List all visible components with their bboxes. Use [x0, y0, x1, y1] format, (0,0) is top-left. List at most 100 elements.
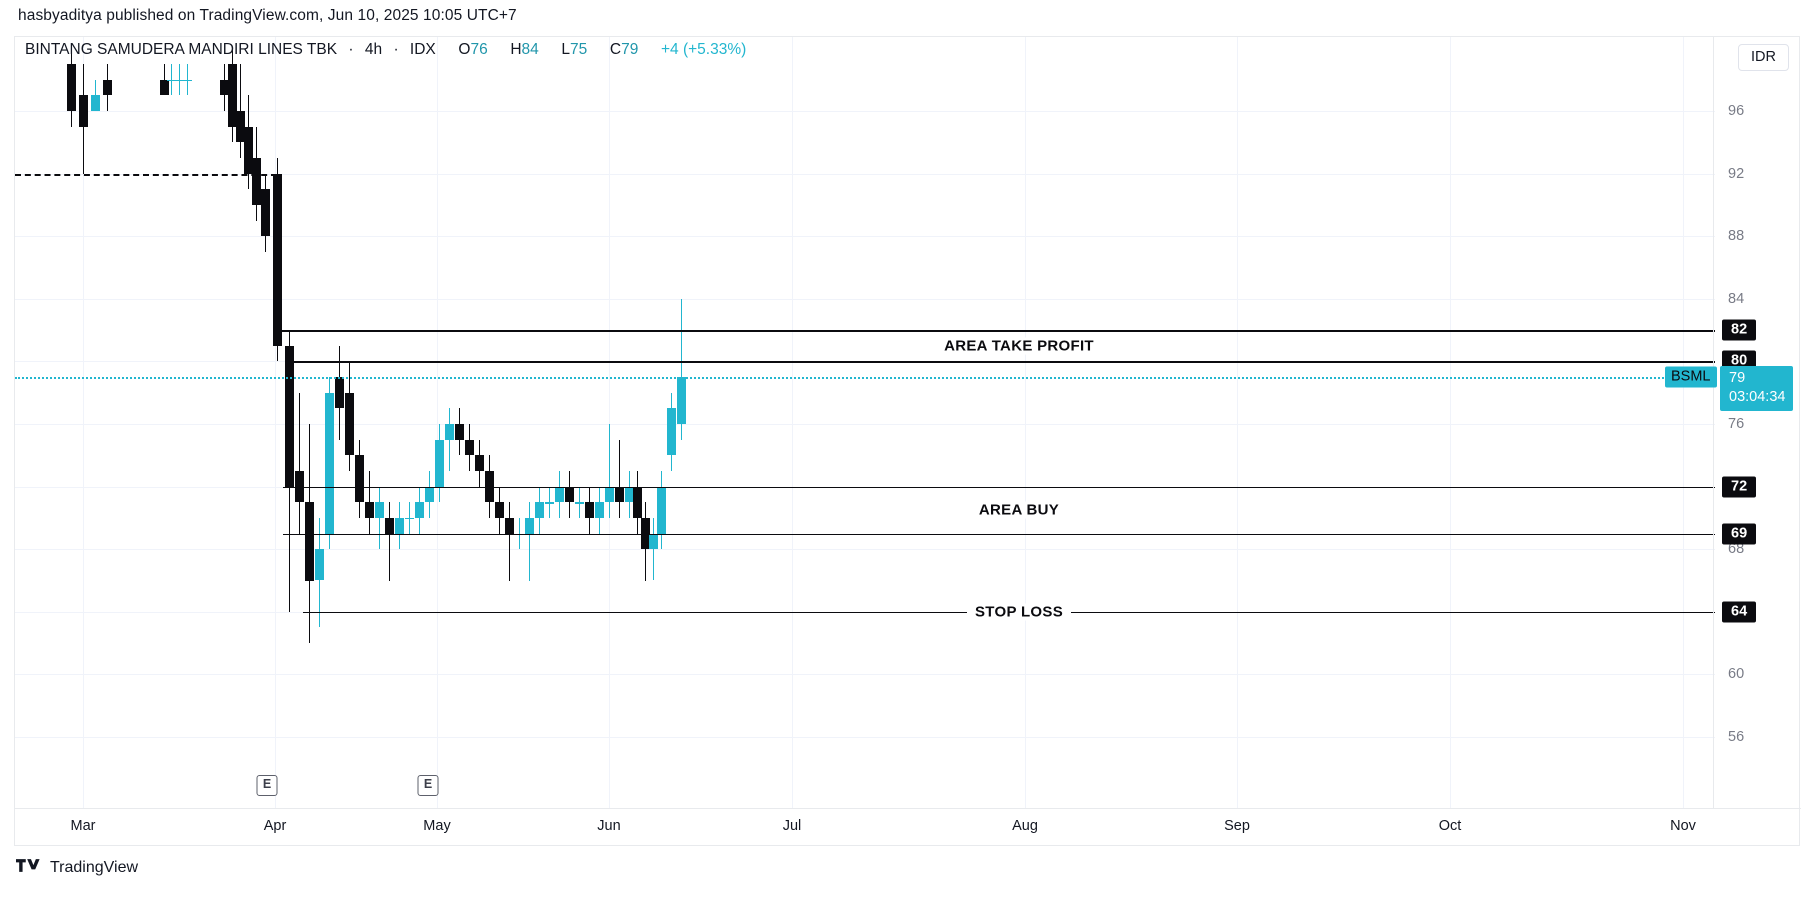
candle-body [677, 377, 686, 424]
candle-body [545, 502, 554, 504]
area-buy-label: AREA BUY [970, 501, 1068, 519]
candle-body [183, 79, 192, 82]
horizontal-gridline [15, 111, 1715, 112]
candle-body [475, 455, 484, 471]
price-tick-label: 68 [1728, 541, 1745, 558]
vertical-gridline [609, 37, 610, 809]
earnings-marker[interactable]: E [417, 775, 439, 796]
price-tick-label: 92 [1728, 165, 1745, 182]
candle-body [505, 517, 514, 534]
horizontal-gridline [15, 549, 1715, 551]
candle-body [315, 549, 324, 581]
candle-body [385, 517, 394, 534]
last-price-value: 79 [1729, 370, 1746, 387]
horizontal-gridline [15, 173, 1715, 175]
horizontal-gridline [15, 737, 1715, 738]
price-tick-label: 60 [1728, 666, 1745, 683]
horizontal-gridline [15, 298, 1715, 300]
candle-body [355, 455, 364, 503]
candle-body [261, 189, 270, 237]
vertical-gridline [275, 37, 276, 809]
candle-body [605, 486, 614, 503]
candle-body [485, 470, 494, 503]
candle-wick [448, 408, 451, 471]
tradingview-logo-icon [16, 857, 42, 879]
price-level-badge: 82 [1722, 319, 1757, 341]
candle-body [220, 79, 229, 96]
time-tick-label: Aug [1012, 818, 1038, 834]
chart-frame: AREA TAKE PROFIT AREA BUY STOP LOSS IDR 96… [14, 36, 1801, 846]
candle-body [285, 345, 294, 487]
candle-wick [239, 64, 242, 158]
time-tick-label: Oct [1438, 818, 1462, 834]
price-level-line[interactable] [273, 330, 1715, 332]
price-level-line[interactable] [283, 533, 1715, 536]
price-level-line[interactable] [283, 486, 1715, 489]
time-scale[interactable]: Mar Apr May Jun Jul Aug Sep Oct Nov [15, 808, 1801, 845]
candle-body [67, 64, 76, 111]
candle-body [160, 79, 169, 96]
vertical-gridline [1237, 37, 1238, 809]
price-level-badge: 69 [1722, 523, 1757, 545]
chart-plot-area[interactable]: AREA TAKE PROFIT AREA BUY STOP LOSS [15, 37, 1715, 809]
candle-body [325, 392, 334, 534]
candle-body [425, 486, 434, 503]
price-tick-label: 96 [1728, 103, 1745, 119]
horizontal-gridline [15, 236, 1715, 238]
candle-body [273, 173, 282, 346]
stop-loss-label: STOP LOSS [966, 603, 1072, 621]
candle-body [641, 517, 650, 550]
candle-body [395, 517, 404, 534]
time-tick-label: Nov [1670, 818, 1696, 834]
time-tick-label: Apr [263, 818, 287, 834]
bar-countdown: 03:04:34 [1729, 389, 1786, 406]
candle-body [252, 157, 261, 205]
candle-wick [528, 502, 531, 581]
time-tick-label: Sep [1224, 818, 1250, 834]
candle-body [657, 486, 666, 534]
last-price-line[interactable] [15, 377, 1715, 380]
price-level-line[interactable] [285, 361, 1715, 363]
earnings-marker[interactable]: E [256, 775, 278, 796]
price-tick-label: 56 [1728, 729, 1745, 745]
candle-body [295, 470, 304, 503]
price-level-badge: 72 [1722, 476, 1757, 498]
candle-body [305, 502, 314, 581]
candle-body [633, 486, 642, 518]
candle-wick [298, 392, 301, 534]
candle-body [345, 392, 354, 456]
candle-body [455, 424, 464, 440]
candle-body [565, 486, 574, 503]
candle-body [405, 517, 414, 520]
candle-body [495, 502, 504, 518]
candle-body [375, 502, 384, 518]
candle-wick [368, 470, 371, 534]
time-tick-label: Jul [782, 818, 802, 834]
candle-wick [94, 79, 97, 96]
price-scale[interactable]: IDR 96 92 88 84 76 68 60 56 82 80 72 69 64 79 03:04… [1713, 37, 1799, 809]
candle-body [365, 502, 374, 518]
horizontal-gridline [15, 424, 1715, 425]
candle-body [555, 486, 564, 503]
candle-body [585, 502, 594, 518]
time-tick-label: May [423, 818, 451, 834]
candle-body [615, 486, 624, 503]
candle-body [595, 502, 604, 518]
prior-close-line[interactable] [15, 173, 277, 176]
candle-body [335, 377, 344, 409]
candle-body [91, 95, 100, 111]
vertical-gridline [792, 37, 793, 809]
candle-wick [652, 517, 655, 581]
symbol-price-tag: BSML [1665, 366, 1717, 388]
candle-body [525, 517, 534, 534]
currency-badge[interactable]: IDR [1738, 44, 1789, 71]
candle-wick [548, 486, 551, 518]
candle-body [236, 111, 245, 143]
candle-body [625, 486, 634, 503]
published-attribution: hasbyaditya published on TradingView.com… [18, 7, 517, 24]
candle-wick [618, 439, 621, 518]
candle-body [465, 439, 474, 456]
candle-body [167, 79, 176, 82]
time-tick-label: Jun [597, 818, 621, 834]
